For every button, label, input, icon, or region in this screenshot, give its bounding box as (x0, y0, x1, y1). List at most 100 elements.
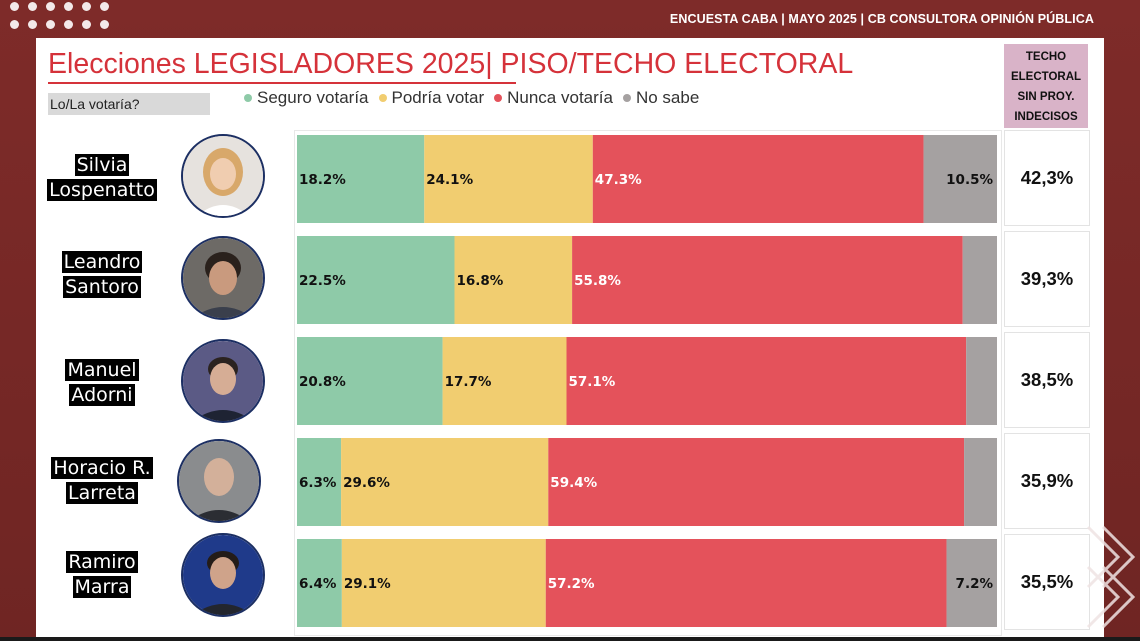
legend: Seguro votaría Podría votar Nunca votarí… (244, 88, 699, 108)
decorative-dot (28, 2, 37, 11)
data-label: 22.5% (299, 273, 346, 289)
bar-segment (297, 539, 342, 627)
decorative-dot (10, 2, 19, 11)
bar-segment (341, 438, 549, 526)
decorative-dot (100, 2, 109, 11)
decorative-dot (64, 2, 73, 11)
candidate-name-line-1: Silvia (74, 154, 130, 176)
avatar (181, 134, 265, 218)
data-label: 29.6% (343, 475, 390, 491)
candidate-name: Horacio R. Larreta (40, 456, 164, 506)
techo-value: 38,5% (1004, 332, 1090, 428)
candidate-name: Ramiro Marra (40, 550, 164, 600)
bar-segment (297, 236, 455, 324)
bar-segment (341, 539, 546, 627)
woman-blonde-portrait-icon (183, 136, 263, 216)
data-label: 10.5% (946, 172, 993, 188)
bar-segment (566, 337, 967, 425)
techo-value: 35,5% (1004, 534, 1090, 630)
bar-segment (454, 236, 573, 324)
candidate-name-line-2: Marra (72, 576, 132, 598)
techo-value: 39,3% (1004, 231, 1090, 327)
bar-segment (962, 236, 997, 324)
candidate-name: Leandro Santoro (40, 250, 164, 300)
candidate-name: Silvia Lospenatto (40, 153, 164, 203)
techo-header-line-3: SIN PROY. (1017, 91, 1075, 103)
man-beard-portrait-icon (183, 535, 263, 615)
legend-dot-nunca (494, 94, 503, 102)
techo-column: 42,3% 39,3% 38,5% 35,9% 35,5% (1004, 130, 1092, 636)
bottom-bar (0, 637, 1140, 641)
data-label: 20.8% (299, 374, 346, 390)
bar-segment (442, 337, 567, 425)
bar-segment (592, 135, 924, 223)
legend-label-podria: Podría votar (391, 88, 485, 107)
candidate-name-line-2: Lospenatto (47, 179, 157, 201)
candidate-name: Manuel Adorni (40, 358, 164, 408)
data-label: 57.2% (548, 576, 595, 592)
stacked-bar-chart: 18.2% 24.1% 47.3% 10.5% 22.5% 16.8% 55.8% 20.8%… (297, 135, 997, 627)
title-underline (48, 82, 516, 84)
chart-title: Elecciones LEGISLADORES 2025| PISO/TECHO… (48, 48, 854, 80)
decorative-dot (82, 20, 91, 29)
decorative-dot (100, 20, 109, 29)
data-label: 57.1% (569, 374, 616, 390)
data-label: 7.2% (956, 576, 994, 592)
survey-source: ENCUESTA CABA | MAYO 2025 | CB CONSULTOR… (669, 12, 1094, 26)
techo-header: TECHO ELECTORAL SIN PROY. INDECISOS (1004, 44, 1088, 128)
candidate-name-line-1: Horacio R. (51, 457, 153, 479)
decorative-chevrons (1086, 525, 1136, 629)
legend-item-nosabe: No sabe (622, 88, 700, 108)
techo-header-line-2: ELECTORAL (1010, 71, 1082, 83)
candidate-name-line-1: Ramiro (66, 551, 138, 573)
avatar (181, 533, 265, 617)
legend-label-seguro: Seguro votaría (257, 88, 369, 107)
data-label: 59.4% (550, 475, 597, 491)
bar-segment (297, 135, 425, 223)
legend-item-nunca: Nunca votaría (494, 88, 613, 108)
bar-segment (572, 236, 963, 324)
question-label: Lo/La votaría? (48, 93, 210, 115)
techo-header-line-4: INDECISOS (1014, 111, 1078, 123)
chart-panel: Elecciones LEGISLADORES 2025| PISO/TECHO… (36, 38, 1104, 637)
avatar (181, 236, 265, 320)
techo-header-line-1: TECHO (1025, 51, 1067, 63)
man-dark-hair-portrait-icon (183, 238, 263, 318)
legend-item-podria: Podría votar (378, 88, 485, 108)
data-label: 16.8% (457, 273, 504, 289)
data-label: 17.7% (445, 374, 492, 390)
candidate-name-line-2: Adorni (69, 384, 135, 406)
data-label: 55.8% (574, 273, 621, 289)
candidate-name-line-1: Leandro (61, 251, 143, 273)
avatar (181, 339, 265, 423)
decorative-dot (28, 20, 37, 29)
data-label: 29.1% (344, 576, 391, 592)
man-bald-portrait-icon (179, 441, 259, 521)
candidate-name-line-1: Manuel (65, 359, 139, 381)
decorative-dot (10, 20, 19, 29)
decorative-dot (46, 2, 55, 11)
data-label: 47.3% (595, 172, 642, 188)
decorative-dot (64, 20, 73, 29)
data-label: 24.1% (426, 172, 473, 188)
bar-segment (297, 438, 342, 526)
chart-frame: 18.2% 24.1% 47.3% 10.5% 22.5% 16.8% 55.8% 20.8%… (294, 130, 1002, 636)
bar-segment (946, 539, 997, 627)
legend-label-nunca: Nunca votaría (507, 88, 613, 107)
decorative-dot (82, 2, 91, 11)
legend-dot-podria (378, 94, 387, 102)
candidate-name-line-2: Santoro (63, 276, 141, 298)
decorative-dot (46, 20, 55, 29)
techo-value: 42,3% (1004, 130, 1090, 226)
bar-segment (548, 438, 965, 526)
bar-segment (424, 135, 593, 223)
bar-segment (966, 337, 997, 425)
legend-dot-nosabe (622, 94, 631, 102)
data-label: 18.2% (299, 172, 346, 188)
bar-segment (923, 135, 997, 223)
legend-label-nosabe: No sabe (635, 88, 700, 107)
candidate-name-line-2: Larreta (66, 482, 138, 504)
data-label: 6.4% (299, 576, 337, 592)
bar-segment (964, 438, 997, 526)
bar-segment (545, 539, 947, 627)
